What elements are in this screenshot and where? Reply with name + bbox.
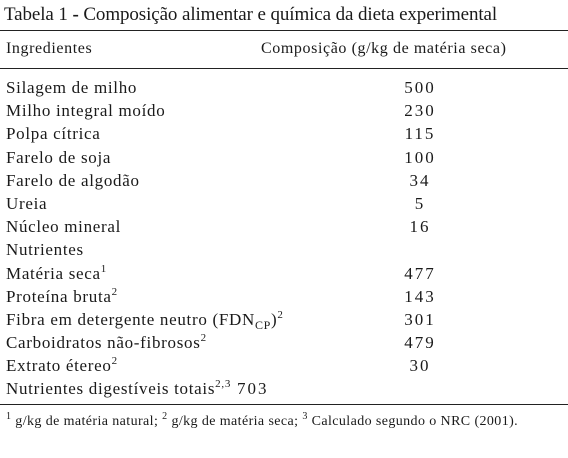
row-label: Extrato étereo2 (6, 355, 118, 376)
table-row: Carboidratos não-fibrosos2 479 (0, 333, 568, 356)
row-label: Ureia (6, 193, 48, 213)
row-label: Núcleo mineral (6, 217, 122, 237)
caption-text: Composição alimentar e química da dieta … (83, 4, 498, 25)
table-row: Polpa cítrica 115 (0, 124, 568, 147)
row-label: Carboidratos não-fibrosos2 (6, 332, 207, 353)
row-value: 143 (404, 286, 436, 306)
section-heading-row: Nutrientes (0, 240, 568, 263)
row-value: 500 (404, 78, 436, 97)
table-row: Silagem de milho 500 (0, 78, 568, 101)
row-value: 230 (404, 101, 436, 121)
table-body: Silagem de milho 500 Milho integral moíd… (0, 78, 568, 403)
footnote-ref: 2 (200, 332, 207, 345)
table-row: Ureia 5 (0, 194, 568, 217)
table-label: Tabela 1 (4, 4, 68, 25)
header-rule (0, 68, 568, 69)
table-row: Farelo de algodão 34 (0, 171, 568, 194)
row-label: Farelo de algodão (6, 170, 140, 190)
row-label: Matéria seca1 (6, 262, 107, 283)
row-value: 479 (404, 333, 436, 353)
row-value: 34 (409, 170, 431, 190)
row-value: 703 (237, 379, 269, 399)
row-value: 477 (404, 263, 436, 283)
row-value: 30 (409, 356, 431, 376)
footnote-ref: 2 (111, 355, 118, 368)
table-row: Milho integral moído 230 (0, 101, 568, 124)
row-label: Proteína bruta2 (6, 285, 118, 306)
table-row: Proteína bruta2 143 (0, 285, 568, 310)
row-label: Milho integral moído (6, 101, 166, 121)
footnote-number: 1 (6, 411, 12, 422)
row-value: 5 (414, 193, 426, 213)
table-row: Extrato étereo2 30 (0, 356, 568, 379)
row-value: 115 (404, 124, 436, 144)
footnote-number: 3 (302, 411, 308, 422)
header-composition: Composição (g/kg de matéria seca) (261, 40, 507, 57)
section-heading: Nutrientes (6, 240, 84, 260)
table-row: Matéria seca1 477 (0, 262, 568, 287)
row-label: Polpa cítrica (6, 124, 101, 144)
footnote-ref: 2 (111, 285, 118, 298)
table-footnote: 1 g/kg de matéria natural; 2 g/kg de mat… (6, 411, 519, 430)
footnote-ref: 2 (277, 308, 284, 321)
caption-dash: - (67, 4, 84, 25)
row-label: Fibra em detergente neutro (FDNCP)2 (6, 308, 284, 332)
row-label: Nutrientes digestíveis totais2,3 703 (6, 378, 269, 399)
table-row: Fibra em detergente neutro (FDNCP)2 301 (0, 308, 568, 333)
footnote-number: 2 (162, 411, 168, 422)
table-row: Núcleo mineral 16 (0, 217, 568, 240)
subscript: CP (254, 317, 272, 332)
row-value: 301 (404, 309, 436, 329)
bottom-rule (0, 404, 568, 405)
table-caption: Tabela 1 - Composição alimentar e químic… (4, 4, 497, 26)
table-row: Nutrientes digestíveis totais2,3 703 (0, 379, 568, 402)
row-value: 100 (404, 147, 436, 167)
top-rule (0, 30, 568, 31)
footnote-ref: 1 (100, 262, 107, 275)
row-label: Silagem de milho (6, 78, 138, 97)
footnote-ref: 2,3 (215, 378, 232, 391)
row-value: 16 (409, 217, 431, 237)
header-ingredients: Ingredientes (6, 40, 93, 57)
table-row: Farelo de soja 100 (0, 148, 568, 171)
row-label: Farelo de soja (6, 147, 112, 167)
